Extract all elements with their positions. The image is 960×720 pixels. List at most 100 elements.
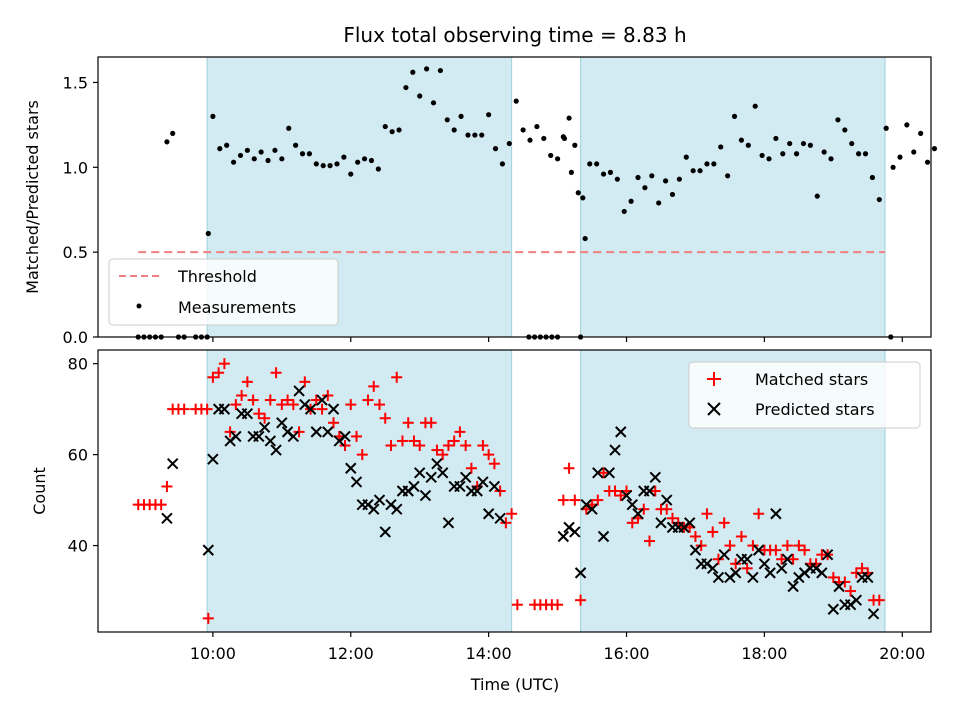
measurement-point [541,135,547,142]
matched-star-point [218,358,230,370]
measurement-point [876,196,882,203]
matched-star-point [661,503,673,515]
measurement-point [513,98,519,104]
measurement-point [458,113,464,119]
x-tick-label: 14:00 [466,644,512,663]
bottom-panel: 40 60 80 10:00 12:00 14:00 16:00 18:00 20:00 Co… [30,349,932,694]
predicted-star-point [442,517,455,529]
top-shaded-region-1 [580,56,886,338]
measurement-point [554,156,561,162]
bottom-y-ticks: 40 60 80 [68,355,98,556]
matched-star-point [712,553,724,565]
measurement-point [800,140,807,147]
predicted-star-point [202,544,215,556]
measurement-point [465,132,471,138]
predicted-star-point [620,489,633,502]
predicted-star-point [729,567,742,579]
measurement-point [580,195,586,201]
measurement-point [396,127,402,133]
measurement-point [548,152,554,159]
matched-star-point [224,426,236,438]
measurement-point [725,173,731,179]
measurement-point [582,235,588,242]
bottom-y-tick-label: 40 [68,537,88,556]
measurement-point [210,113,216,119]
top-y-tick-label: 1.0 [63,158,88,177]
measurement-point [711,161,717,167]
predicted-star-point [649,471,661,484]
matched-star-point [511,599,523,611]
predicted-star-point [661,494,673,506]
predicted-star-point [632,508,644,520]
x-tick-label: 12:00 [328,644,374,663]
matched-star-point [781,540,793,552]
matched-star-point [730,558,742,570]
measurement-point [683,154,689,160]
predicted-star-point [316,394,328,406]
matched-star-point [569,494,581,506]
predicted-star-point [557,530,570,543]
measurement-point [614,176,620,182]
matched-star-point [402,417,414,429]
measurement-point [217,146,223,152]
predicted-star-point [569,526,581,538]
bottom-axes-frame [97,349,932,633]
matched-star-point [385,440,397,452]
matched-star-point [454,426,466,438]
measurement-point [897,154,903,160]
measurement-point [738,137,745,143]
predicted-star-point [655,517,667,529]
predicted-star-point [758,558,771,570]
predicted-star-point [322,426,334,438]
measurement-point [327,163,333,169]
matched-star-point [488,458,500,470]
predicted-star-point [833,580,845,593]
measurement-point [752,103,758,109]
measurement-point [918,130,924,136]
matched-star-point [741,562,753,574]
matched-star-point [695,540,707,552]
predicted-star-point [310,426,323,438]
matched-star-point [241,376,253,388]
matched-star-point [839,576,851,588]
predicted-star-point [431,458,443,470]
measurement-point [534,123,540,130]
matched-star-point [207,371,219,383]
matched-star-point [287,399,299,411]
matched-star-point [483,449,495,461]
matched-star-point [477,440,489,452]
matched-star-point [178,403,190,415]
measurement-point [697,168,703,174]
matched-star-point [259,412,271,424]
measurement-point [828,156,834,162]
predicted-star-point [241,407,254,420]
predicted-star-point [816,567,828,579]
legend-matched-label: Matched stars [755,370,868,389]
matched-star-point [799,544,811,556]
measurement-point [628,198,634,204]
measurement-point [587,161,593,167]
legend-measurements-swatch [136,303,142,309]
chart-title: Flux total observing time = 8.83 h [343,23,686,47]
measurement-point [568,169,574,175]
matched-star-point [247,394,259,406]
matched-star-point [827,571,839,583]
predicted-star-point [775,562,788,575]
predicted-star-point [477,476,489,488]
top-legend: Threshold Measurements [108,258,339,326]
matched-star-point [638,503,650,515]
measurement-point [258,149,264,155]
predicted-star-point [574,567,587,579]
x-axis-label: Time (UTC) [470,675,559,694]
predicted-star-point [603,467,615,479]
measurement-point [773,135,779,142]
predicted-star-point [712,571,725,584]
top-legend-box [108,258,339,326]
legend-predicted-swatch [707,402,721,416]
matched-star-point [264,394,276,406]
matched-star-point [391,371,403,383]
measurement-point [382,123,388,130]
legend-measurements-label: Measurements [178,298,296,317]
measurement-point [205,230,211,237]
measurement-point [849,140,855,147]
